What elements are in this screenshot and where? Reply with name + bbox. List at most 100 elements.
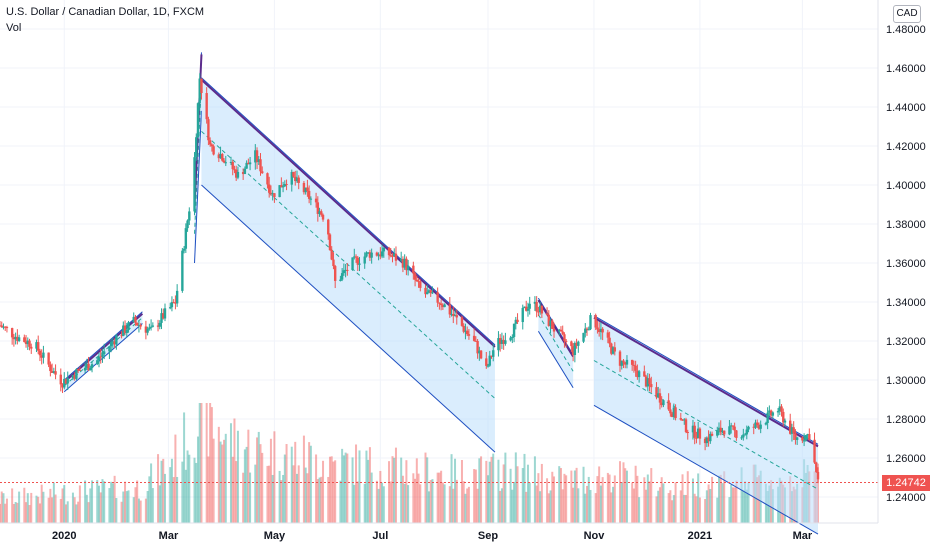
volume-bar <box>492 453 495 523</box>
candle-body <box>151 325 155 327</box>
volume-bar <box>474 469 477 523</box>
candle-body <box>292 171 295 177</box>
symbol-title[interactable]: U.S. Dollar / Canadian Dollar, 1D, FXCM <box>6 6 205 18</box>
volume-bar <box>181 461 184 523</box>
candle-body <box>120 335 123 337</box>
candle-body <box>207 119 210 141</box>
time-tick-label: May <box>264 530 286 542</box>
candle-body <box>502 339 505 344</box>
candle-body <box>205 93 208 120</box>
volume-bar <box>379 470 382 523</box>
price-tick-label: 1.36000 <box>886 258 926 270</box>
candle-body <box>780 406 783 412</box>
candle-body <box>221 154 224 161</box>
price-tick-label: 1.24000 <box>886 492 926 504</box>
volume-bar <box>205 403 208 523</box>
candle-body <box>419 281 422 288</box>
volume-bar <box>513 481 516 523</box>
candle-body <box>172 302 175 304</box>
currency-button[interactable]: CAD <box>893 5 921 23</box>
volume-bar <box>547 493 550 523</box>
candle-body <box>12 337 16 340</box>
candle-body <box>455 315 458 318</box>
volume-bar <box>589 489 592 523</box>
volume-bar <box>221 444 224 523</box>
volume-bar <box>278 470 281 523</box>
volume-legend[interactable]: Vol <box>6 22 22 34</box>
volume-bar <box>622 462 625 523</box>
volume-bar <box>504 452 507 523</box>
volume-bar <box>427 491 430 523</box>
candle-body <box>241 171 245 175</box>
volume-bar <box>478 458 481 523</box>
candle-body <box>599 328 603 333</box>
candle-body <box>160 313 163 323</box>
candle-body <box>389 255 392 257</box>
volume-bar <box>136 480 139 523</box>
candle-body <box>528 303 531 309</box>
candle-body <box>233 169 236 171</box>
volume-bar <box>488 461 491 523</box>
volume-bar <box>188 454 191 523</box>
candle-body <box>813 439 816 463</box>
volume-bar <box>355 444 358 523</box>
volume-bar <box>624 468 627 523</box>
volume-bar <box>662 483 665 523</box>
volume-bar <box>455 479 458 523</box>
volume-bar <box>137 498 140 523</box>
time-tick-label: Mar <box>159 530 179 542</box>
volume-bar <box>546 478 549 523</box>
candle-body <box>148 327 151 329</box>
candle-body <box>267 184 271 193</box>
volume-bar <box>12 503 15 523</box>
volume-bar <box>596 476 599 523</box>
candle-body <box>281 186 285 188</box>
price-tick-label: 1.34000 <box>886 297 926 309</box>
candle-body <box>224 162 227 164</box>
candle-body <box>759 424 762 429</box>
volume-bar <box>735 480 738 523</box>
volume-bar <box>415 458 418 523</box>
candle-body <box>479 350 483 359</box>
volume-bar <box>672 495 675 523</box>
volume-bar <box>111 483 114 523</box>
candle-body <box>174 302 177 304</box>
volume-bar <box>139 500 142 523</box>
candle-body <box>728 426 731 435</box>
volume-bar <box>132 497 135 523</box>
volume-bar <box>306 473 309 523</box>
candle-body <box>436 292 439 303</box>
volume-bar <box>235 461 238 523</box>
candle-body <box>28 340 31 347</box>
volume-bar <box>441 482 444 523</box>
candle-body <box>4 326 7 328</box>
volume-bar <box>460 459 463 523</box>
candle-body <box>356 257 359 265</box>
candle-body <box>721 430 724 433</box>
candle-body <box>686 431 689 433</box>
candle-body <box>127 322 130 331</box>
volume-bar <box>401 475 404 523</box>
volume-bar <box>573 470 576 523</box>
candle-body <box>733 426 736 431</box>
candle-body <box>0 325 3 328</box>
candle-body <box>764 423 768 425</box>
volume-bar <box>18 491 21 523</box>
volume-bar <box>42 491 45 523</box>
volume-bar <box>200 403 203 523</box>
candle-body <box>294 176 297 182</box>
candle-body <box>448 304 452 315</box>
channel-median-line <box>194 81 202 234</box>
volume-bar <box>634 465 637 523</box>
candle-body <box>719 427 722 433</box>
volume-bar <box>643 477 646 523</box>
volume-bar <box>127 490 130 523</box>
time-tick-label: Sep <box>478 530 498 542</box>
volume-bar <box>577 488 580 523</box>
time-tick-label: Nov <box>584 530 606 542</box>
candle-body <box>309 198 313 200</box>
chart-header: U.S. Dollar / Canadian Dollar, 1D, FXCM … <box>6 6 204 35</box>
candle-body <box>731 425 735 427</box>
